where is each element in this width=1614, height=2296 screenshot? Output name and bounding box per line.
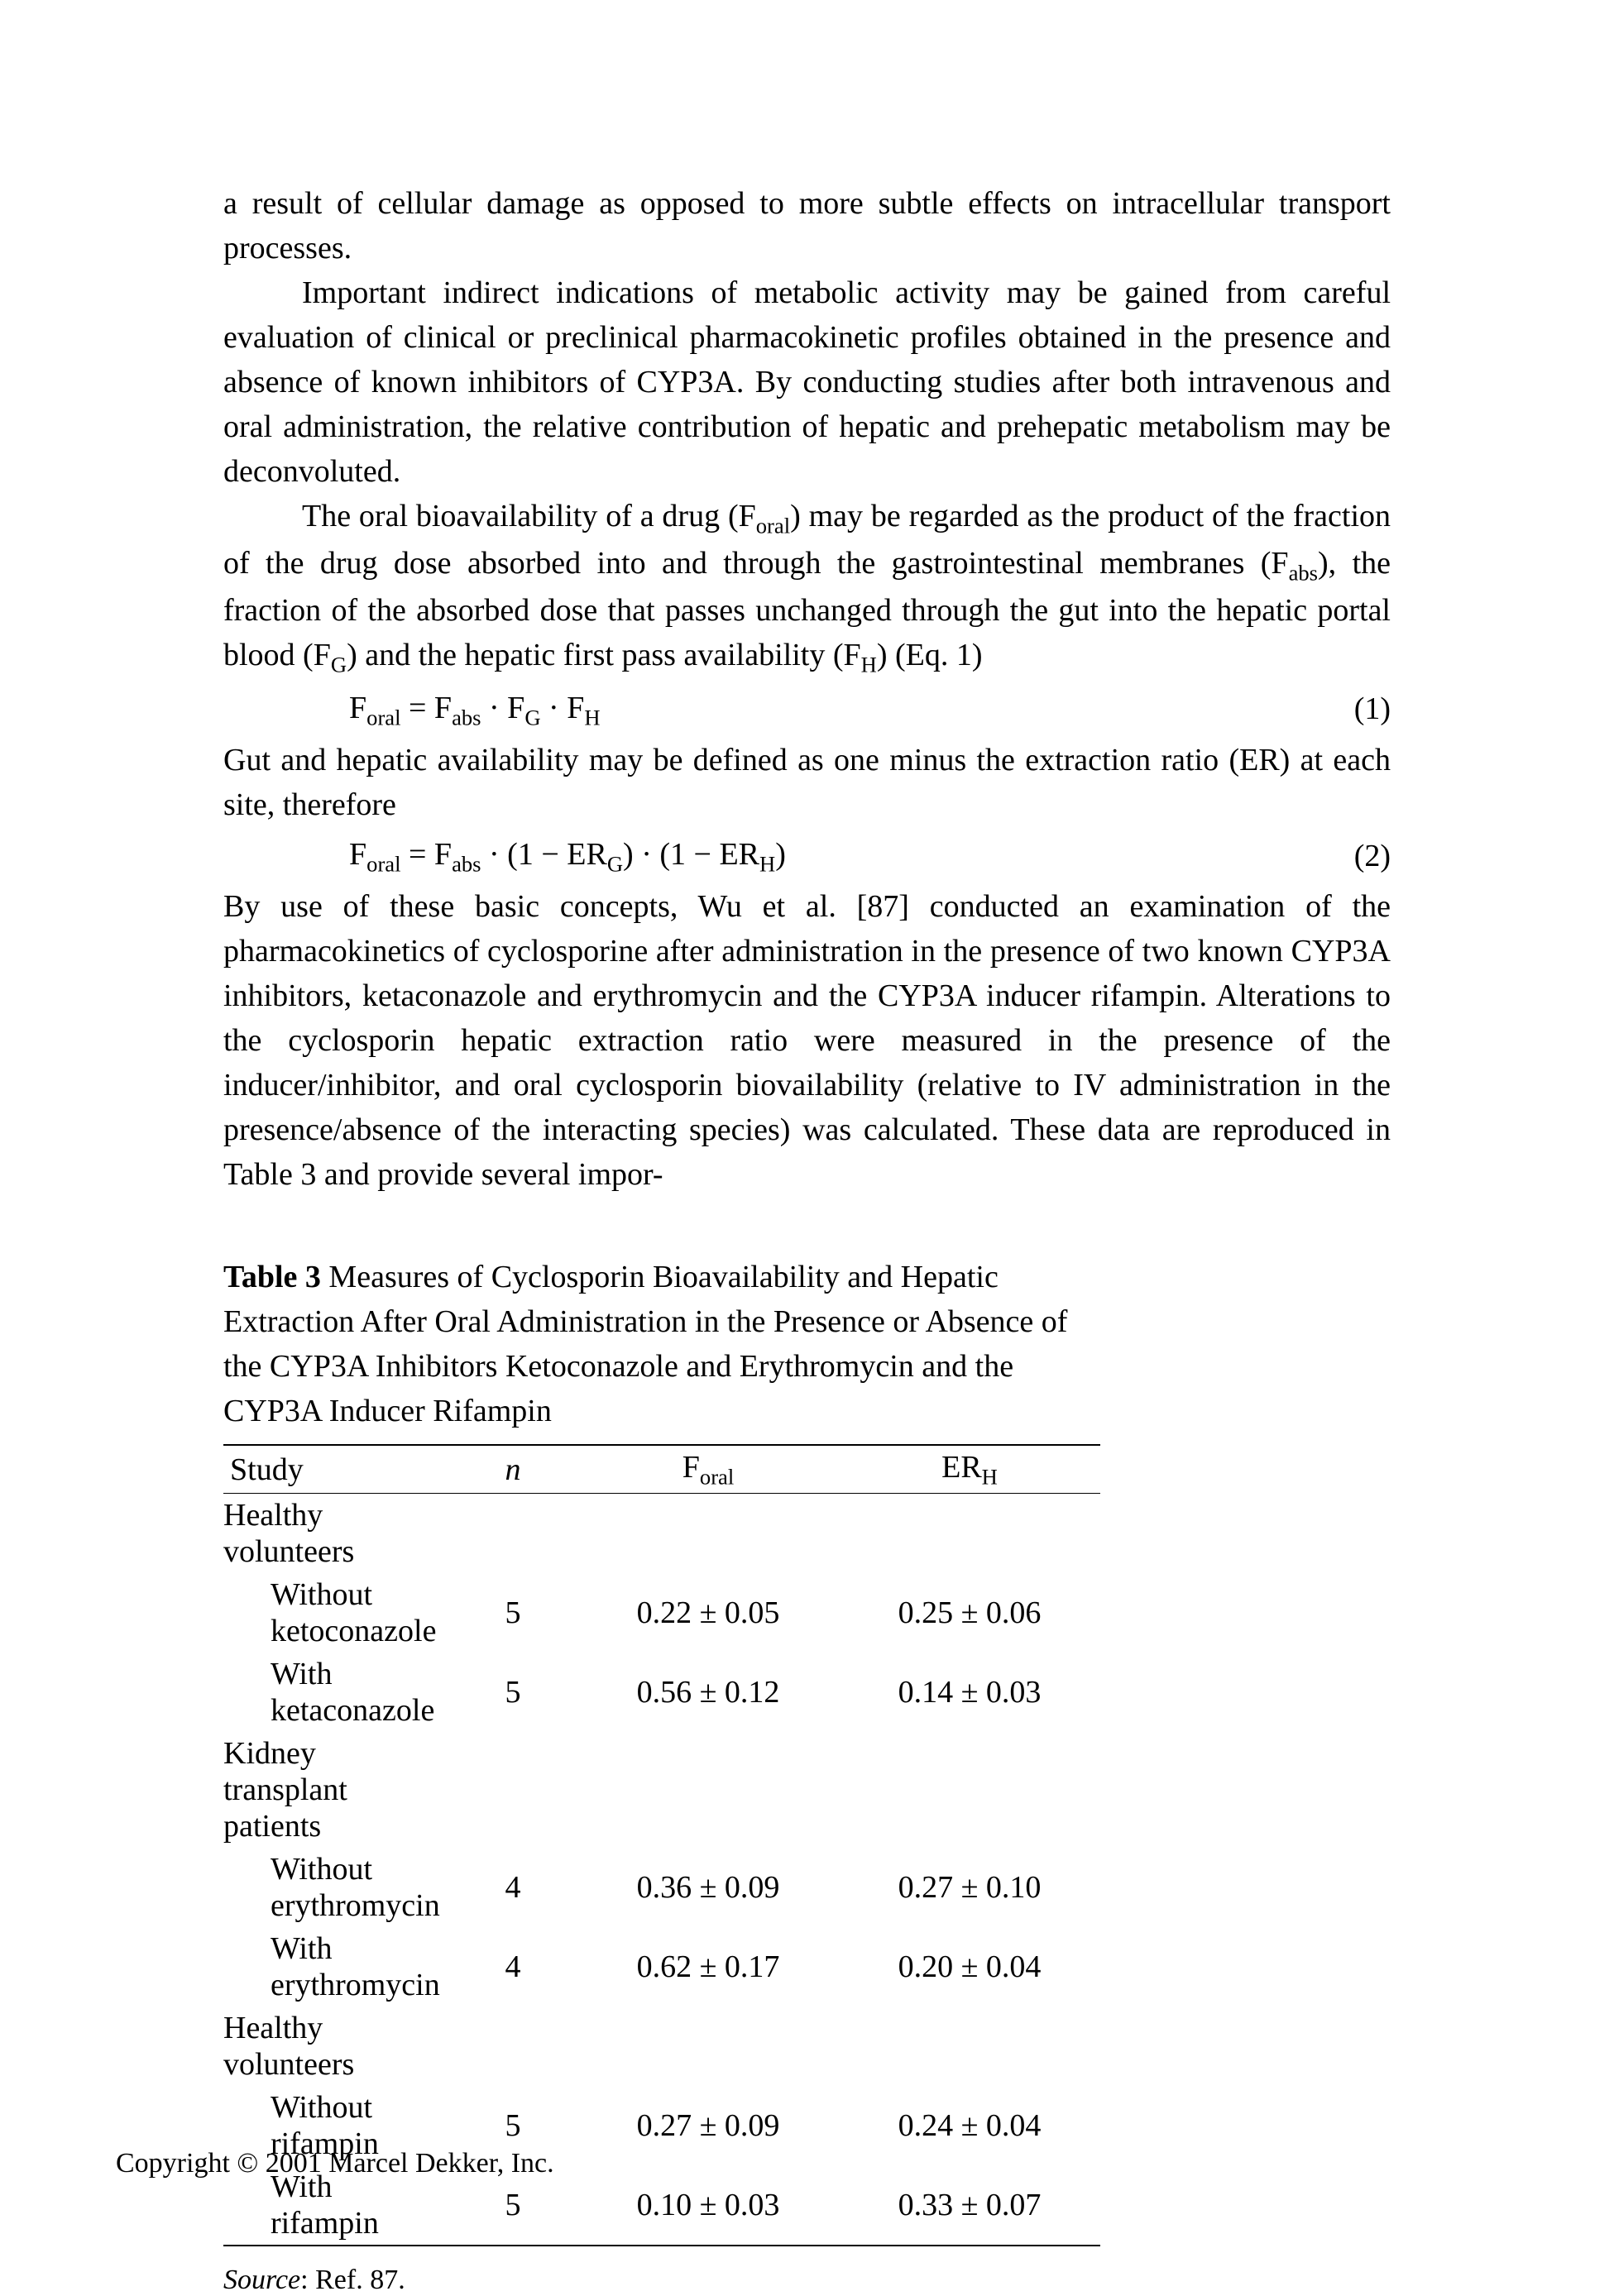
cell-foral	[577, 2007, 839, 2086]
table-row: With erythromycin40.62 ± 0.170.20 ± 0.04	[223, 1927, 1100, 2007]
cell-erh: 0.24 ± 0.04	[839, 2086, 1100, 2165]
cell-n	[448, 1732, 577, 1848]
cell-study: Healthy volunteers	[223, 1494, 448, 1574]
page: a result of cellular damage as opposed t…	[0, 0, 1614, 2295]
cell-study: Without erythromycin	[223, 1848, 448, 1927]
equation-2-number: (2)	[1296, 835, 1391, 879]
copyright-notice: Copyright © 2001 Marcel Dekker, Inc.	[116, 2148, 554, 2179]
cell-erh	[839, 1732, 1100, 1848]
cell-foral: 0.27 ± 0.09	[577, 2086, 839, 2165]
th-n: n	[448, 1445, 577, 1494]
paragraph-1: a result of cellular damage as opposed t…	[223, 182, 1391, 271]
paragraph-5: By use of these basic concepts, Wu et al…	[223, 885, 1391, 1198]
body-text: a result of cellular damage as opposed t…	[223, 182, 1391, 1198]
p3-a: The oral bioavailability of a drug (F	[302, 499, 756, 533]
cell-erh	[839, 2007, 1100, 2086]
cell-foral: 0.62 ± 0.17	[577, 1927, 839, 2007]
cell-study: With erythromycin	[223, 1927, 448, 2007]
table-row: Without erythromycin40.36 ± 0.090.27 ± 0…	[223, 1848, 1100, 1927]
eq2-sub-g: G	[607, 852, 623, 877]
cell-foral	[577, 1732, 839, 1848]
cell-n	[448, 1494, 577, 1574]
eq1-c: · F	[481, 691, 525, 725]
th-foral-sub: oral	[700, 1464, 734, 1489]
th-study: Study	[223, 1445, 448, 1494]
sub-g: G	[331, 653, 347, 677]
cell-erh: 0.27 ± 0.10	[839, 1848, 1100, 1927]
p3-d: ) and the hepatic first pass availabilit…	[347, 638, 861, 672]
table-row: With ketaconazole50.56 ± 0.120.14 ± 0.03	[223, 1653, 1100, 1732]
eq2-sub-oral: oral	[366, 852, 400, 877]
cell-foral: 0.36 ± 0.09	[577, 1848, 839, 1927]
cell-n: 4	[448, 1848, 577, 1927]
table-block: Table 3 Measures of Cyclosporin Bioavail…	[223, 1256, 1100, 2296]
eq2-a: F	[349, 837, 366, 872]
cell-foral: 0.56 ± 0.12	[577, 1653, 839, 1732]
paragraph-2: Important indirect indications of metabo…	[223, 271, 1391, 495]
equation-1-number: (1)	[1296, 687, 1391, 732]
sub-oral: oral	[756, 513, 790, 538]
equation-1: Foral = Fabs · FG · FH (1)	[223, 686, 1391, 734]
source-rest: : Ref. 87.	[300, 2265, 405, 2295]
th-erh: ERH	[839, 1445, 1100, 1494]
th-foral-pre: F	[682, 1450, 700, 1485]
table-caption-rest: Measures of Cyclosporin Bioavailability …	[223, 1260, 1067, 1428]
equation-2-content: Foral = Fabs · (1 − ERG) · (1 − ERH)	[223, 833, 1296, 880]
eq2-e: )	[775, 837, 786, 872]
equation-2: Foral = Fabs · (1 − ERG) · (1 − ERH) (2)	[223, 833, 1391, 880]
cell-foral: 0.22 ± 0.05	[577, 1573, 839, 1653]
table-label: Table 3	[223, 1260, 321, 1294]
eq1-b: = F	[401, 691, 453, 725]
eq1-sub-abs: abs	[452, 705, 481, 729]
data-table: Study n Foral ERH Healthy volunteers Wit…	[223, 1444, 1100, 2247]
th-erh-pre: ER	[941, 1450, 982, 1485]
eq2-c: · (1 − ER	[481, 837, 607, 872]
eq1-a: F	[349, 691, 366, 725]
table-row: Kidney transplant patients	[223, 1732, 1100, 1848]
paragraph-3: The oral bioavailability of a drug (Fora…	[223, 495, 1391, 682]
sub-h: H	[861, 653, 877, 677]
cell-erh: 0.14 ± 0.03	[839, 1653, 1100, 1732]
equation-1-content: Foral = Fabs · FG · FH	[223, 686, 1296, 734]
cell-foral	[577, 1494, 839, 1574]
eq1-sub-oral: oral	[366, 705, 400, 729]
cell-study: With ketaconazole	[223, 1653, 448, 1732]
eq2-sub-h: H	[759, 852, 775, 877]
eq1-d: · F	[541, 691, 585, 725]
cell-study: Without ketoconazole	[223, 1573, 448, 1653]
cell-erh	[839, 1494, 1100, 1574]
cell-erh: 0.20 ± 0.04	[839, 1927, 1100, 2007]
th-n-text: n	[505, 1452, 521, 1487]
eq2-sub-abs: abs	[452, 852, 481, 877]
cell-n: 5	[448, 1653, 577, 1732]
cell-n	[448, 2007, 577, 2086]
table-source: Source: Ref. 87.	[223, 2265, 1100, 2296]
paragraph-4: Gut and hepatic availability may be defi…	[223, 739, 1391, 828]
table-row: Without ketoconazole50.22 ± 0.050.25 ± 0…	[223, 1573, 1100, 1653]
eq2-d: ) · (1 − ER	[623, 837, 759, 872]
th-erh-sub: H	[982, 1464, 998, 1489]
cell-erh: 0.33 ± 0.07	[839, 2165, 1100, 2246]
th-foral: Foral	[577, 1445, 839, 1494]
table-header-row: Study n Foral ERH	[223, 1445, 1100, 1494]
cell-n: 5	[448, 1573, 577, 1653]
cell-erh: 0.25 ± 0.06	[839, 1573, 1100, 1653]
table-body: Healthy volunteers Without ketoconazole5…	[223, 1494, 1100, 2246]
cell-foral: 0.10 ± 0.03	[577, 2165, 839, 2246]
cell-study: Kidney transplant patients	[223, 1732, 448, 1848]
source-label: Source	[223, 2265, 300, 2295]
table-row: Healthy volunteers	[223, 2007, 1100, 2086]
eq1-sub-h: H	[584, 705, 600, 729]
eq1-sub-g: G	[524, 705, 540, 729]
cell-study: Healthy volunteers	[223, 2007, 448, 2086]
eq2-b: = F	[401, 837, 453, 872]
p3-e: ) (Eq. 1)	[877, 638, 983, 672]
table-caption: Table 3 Measures of Cyclosporin Bioavail…	[223, 1256, 1100, 1434]
table-row: Healthy volunteers	[223, 1494, 1100, 1574]
sub-abs: abs	[1289, 561, 1318, 586]
cell-n: 4	[448, 1927, 577, 2007]
